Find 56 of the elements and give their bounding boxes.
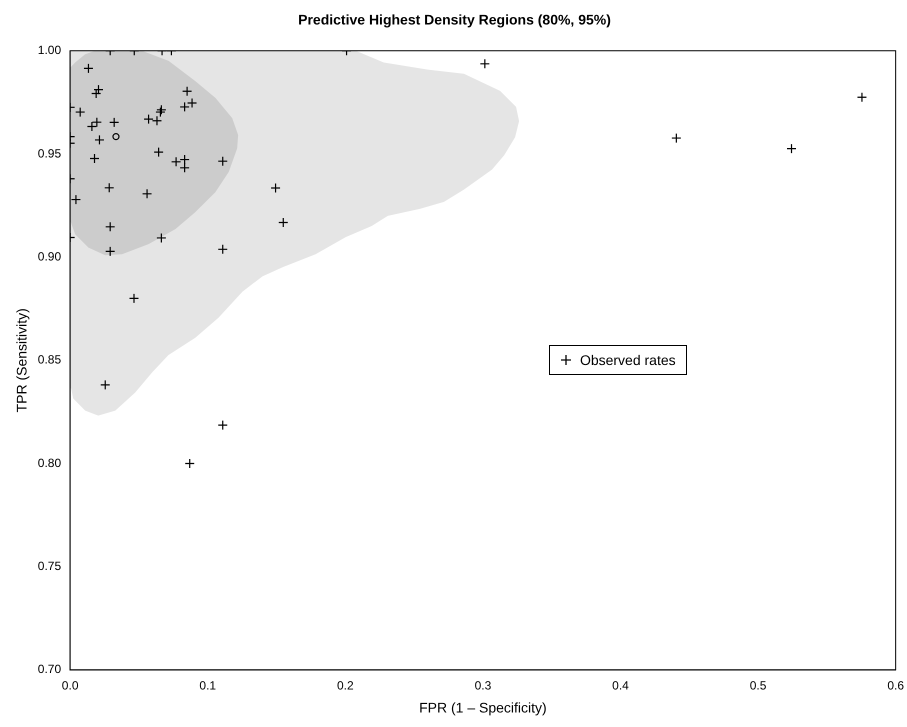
point — [105, 246, 116, 256]
y-tick-label: 0.95 — [38, 146, 62, 160]
point — [105, 222, 116, 232]
y-tick-label: 0.80 — [38, 456, 62, 470]
point — [104, 182, 114, 193]
point — [278, 217, 288, 228]
point — [100, 380, 110, 390]
point — [480, 58, 490, 69]
point — [218, 420, 228, 430]
y-tick-label: 1.00 — [38, 43, 62, 58]
x-tick-label: 0.3 — [474, 678, 492, 692]
point — [89, 153, 100, 164]
x-tick-label: 0.2 — [336, 678, 354, 692]
point — [180, 154, 190, 165]
x-tick-label: 0.6 — [887, 678, 904, 692]
point — [218, 244, 228, 254]
point — [155, 106, 166, 118]
point — [671, 132, 682, 144]
point — [75, 106, 86, 118]
x-tick-label: 0.0 — [62, 678, 79, 692]
point — [83, 63, 94, 74]
y-tick-label: 0.75 — [38, 558, 62, 573]
chart-title: Predictive Highest Density Regions (80%, 95%) — [298, 11, 611, 28]
point — [156, 232, 166, 244]
point — [182, 86, 192, 96]
point — [170, 156, 182, 167]
point — [94, 134, 105, 146]
point — [270, 182, 281, 194]
point — [154, 147, 164, 158]
point — [142, 188, 152, 199]
x-tick-label: 0.1 — [199, 678, 216, 692]
point — [180, 102, 190, 112]
point — [152, 116, 162, 126]
legend-label: Observed rates — [580, 352, 676, 368]
point — [218, 156, 228, 166]
point — [180, 162, 190, 173]
point — [109, 117, 120, 128]
point — [143, 114, 154, 124]
y-tick-label: 0.90 — [38, 249, 62, 264]
y-tick-label: 0.85 — [38, 352, 62, 367]
point — [112, 133, 120, 140]
point — [86, 121, 97, 132]
point — [70, 194, 82, 205]
point — [156, 104, 166, 115]
point — [184, 458, 195, 469]
y-axis-title: TPR (Sensitivity) — [13, 308, 30, 412]
point — [93, 84, 104, 95]
point — [128, 293, 140, 304]
point — [186, 98, 198, 108]
x-tick-label: 0.4 — [612, 678, 630, 692]
y-tick-label: 0.70 — [38, 662, 62, 676]
point — [92, 117, 102, 128]
x-tick-label: 0.5 — [750, 678, 767, 692]
point — [856, 92, 868, 102]
point — [786, 144, 797, 154]
x-axis-title: FPR (1 – Specificity) — [419, 699, 547, 716]
